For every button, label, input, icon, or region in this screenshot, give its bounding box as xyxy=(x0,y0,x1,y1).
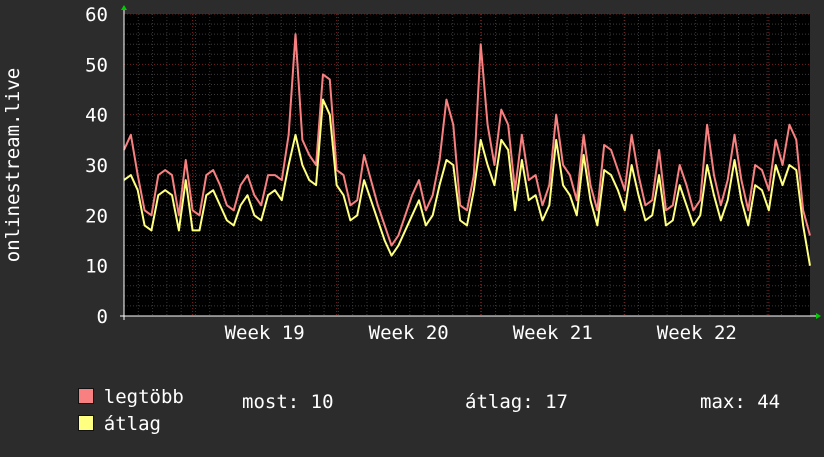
x-axis-arrow-icon xyxy=(816,313,821,319)
y-axis-arrow-icon xyxy=(121,5,127,10)
y-tick-label: 60 xyxy=(85,4,108,26)
y-tick-label: 30 xyxy=(85,155,108,177)
y-tick-labels: 0 10 20 30 40 50 60 xyxy=(85,4,108,328)
x-tick-label: Week 21 xyxy=(513,322,593,344)
y-axis-label: onlinestream.live xyxy=(2,68,24,262)
y-tick-label: 50 xyxy=(85,54,108,76)
axes xyxy=(120,5,821,320)
y-tick-label: 10 xyxy=(85,256,108,278)
x-tick-labels: Week 19 Week 20 Week 21 Week 22 xyxy=(225,322,737,344)
series-line-0 xyxy=(123,33,811,247)
y-tick-label: 20 xyxy=(85,205,108,227)
series-layer xyxy=(123,33,811,266)
series-line-1 xyxy=(123,98,811,266)
x-tick-label: Week 20 xyxy=(369,322,449,344)
x-tick-label: Week 19 xyxy=(225,322,305,344)
y-tick-label: 0 xyxy=(97,306,108,328)
x-tick-label: Week 22 xyxy=(657,322,737,344)
y-tick-label: 40 xyxy=(85,105,108,127)
